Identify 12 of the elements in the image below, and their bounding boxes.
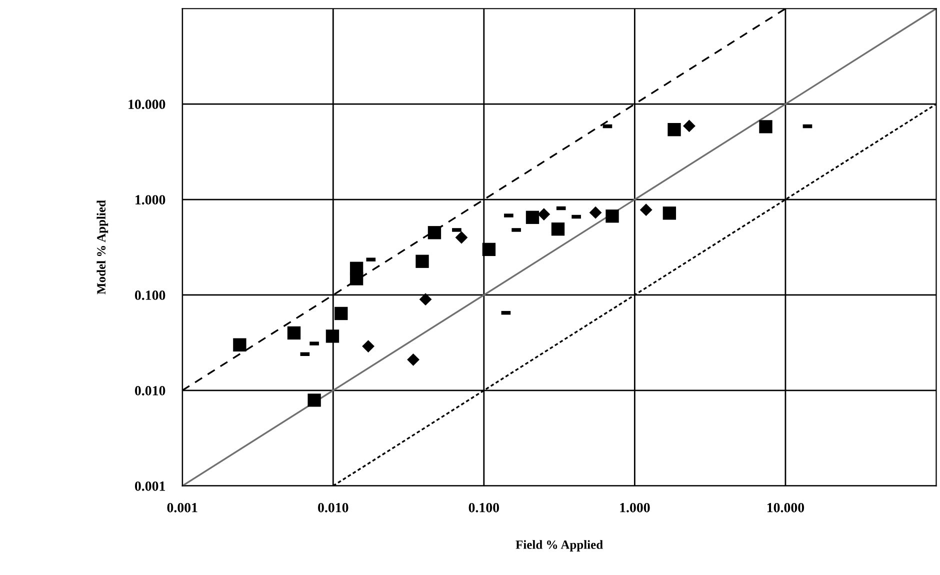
y-axis-title: Model % Applied: [96, 200, 108, 294]
x-tick-label: 1.000: [620, 502, 650, 512]
x-tick-label: 0.001: [167, 502, 198, 512]
x-axis-title: Field % Applied: [516, 540, 603, 552]
y-tick-label: 10.000: [128, 100, 166, 110]
x-tick-label: 0.100: [468, 502, 500, 512]
y-tick-label: 0.010: [134, 386, 166, 396]
x-tick-label: 0.010: [318, 502, 348, 512]
y-tick-label: 0.001: [134, 481, 165, 491]
y-tick-label: 1.000: [136, 195, 166, 205]
y-tick-label: 0.100: [134, 290, 166, 300]
x-tick-label: 10.000: [767, 502, 804, 512]
